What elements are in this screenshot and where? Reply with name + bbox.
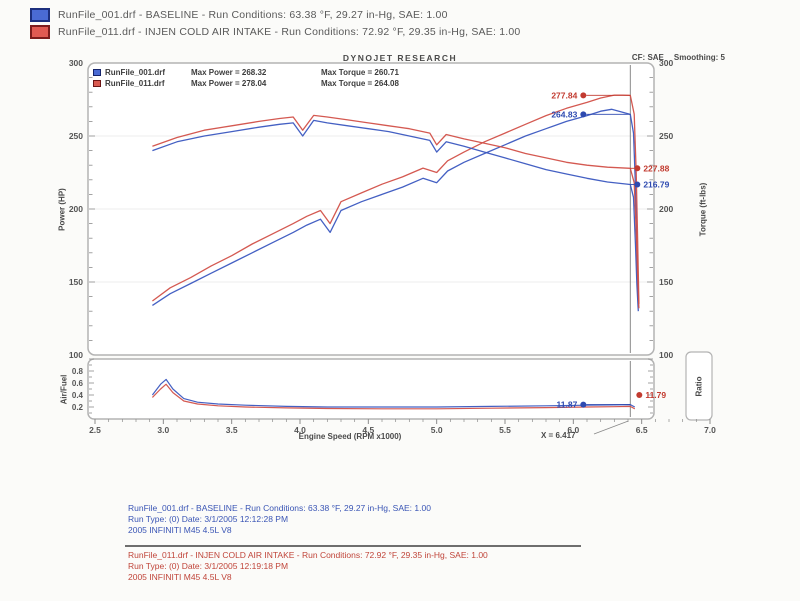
x-tick-label: 2.5 <box>89 425 101 435</box>
power-tick-label: 200 <box>69 204 83 214</box>
curve-baseline-af <box>151 378 636 408</box>
cursor-position-label: X = 6.417 <box>541 431 576 440</box>
ratio-axis-label: Ratio <box>694 376 704 397</box>
af-callout-marker <box>580 401 587 408</box>
injen-max-power: Max Power = 278.04 <box>191 79 267 88</box>
torque-tick-label: 150 <box>659 277 673 287</box>
injen-color-swatch <box>30 24 50 39</box>
af-callout-marker <box>636 392 643 398</box>
injen-legend-swatch <box>93 80 101 87</box>
footer-baseline-line1: RunFile_001.drf - BASELINE - Run Conditi… <box>128 503 431 513</box>
curve-injen-power <box>152 94 640 304</box>
cursor-pointer-line <box>593 420 629 435</box>
power-tick-label: 150 <box>69 277 83 287</box>
footer-injen-line3: 2005 INFINITI M45 4.5L V8 <box>128 572 232 582</box>
callout-marker <box>634 165 641 172</box>
baseline-run-label: RunFile_001.drf - BASELINE - Run Conditi… <box>58 8 448 21</box>
x-tick-label: 7.0 <box>704 425 716 435</box>
x-tick-label: 5.5 <box>499 425 511 435</box>
torque-tick-label: 100 <box>659 350 673 360</box>
airfuel-tick-label: 0.2 <box>72 403 84 412</box>
x-tick-label: 6.5 <box>636 425 648 435</box>
baseline-legend-swatch <box>93 69 101 76</box>
callout-marker <box>580 92 587 99</box>
injen-run-label: RunFile_011.drf - INJEN COLD AIR INTAKE … <box>58 25 521 38</box>
power-tick-label: 250 <box>69 131 83 141</box>
header-run-injen: RunFile_011.drf - INJEN COLD AIR INTAKE … <box>30 23 520 40</box>
footer-divider <box>125 545 581 547</box>
callout-value: 277.84 <box>551 90 577 100</box>
footer-injen-block: RunFile_011.drf - INJEN COLD AIR INTAKE … <box>128 550 688 583</box>
curve-baseline-torque <box>152 119 639 312</box>
baseline-color-swatch <box>30 7 50 22</box>
legend-row-baseline: RunFile_001.drf Max Power = 268.32 Max T… <box>93 67 399 78</box>
chart-title: DYNOJET RESEARCH <box>342 53 458 63</box>
curve-injen-torque <box>152 114 640 309</box>
torque-tick-label: 250 <box>659 131 673 141</box>
curve-baseline-power <box>152 108 639 307</box>
af-callout-value: 11.79 <box>645 390 666 400</box>
header-run-baseline: RunFile_001.drf - BASELINE - Run Conditi… <box>30 6 448 23</box>
callout-value: 227.88 <box>643 163 669 173</box>
curve-injen-af <box>151 383 636 410</box>
airfuel-axis-label: Air/Fuel <box>59 374 69 405</box>
airfuel-tick-label: 0.4 <box>72 391 84 400</box>
legend-row-injen: RunFile_011.drf Max Power = 278.04 Max T… <box>93 78 399 89</box>
plot-legend: RunFile_001.drf Max Power = 268.32 Max T… <box>93 67 399 89</box>
power-tick-label: 100 <box>69 350 83 360</box>
baseline-max-torque: Max Torque = 260.71 <box>321 68 399 77</box>
callout-value: 216.79 <box>643 179 669 189</box>
injen-max-torque: Max Torque = 264.08 <box>321 79 399 88</box>
footer-baseline-block: RunFile_001.drf - BASELINE - Run Conditi… <box>128 503 688 536</box>
baseline-file: RunFile_001.drf <box>105 68 166 77</box>
torque-axis-label: Torque (ft-lbs) <box>698 182 708 237</box>
baseline-max-power: Max Power = 268.32 <box>191 68 267 77</box>
airfuel-plot-frame <box>87 358 655 420</box>
cf-label: CF: SAE <box>631 53 664 62</box>
footer-injen-line1: RunFile_011.drf - INJEN COLD AIR INTAKE … <box>128 550 488 560</box>
airfuel-tick-label: 0.8 <box>72 367 84 376</box>
main-plot-frame <box>87 62 655 356</box>
x-tick-label: 3.0 <box>157 425 169 435</box>
airfuel-tick-label: 0.6 <box>72 379 84 388</box>
footer-baseline-line2: Run Type: (0) Date: 3/1/2005 12:12:28 PM <box>128 514 289 524</box>
torque-tick-label: 200 <box>659 204 673 214</box>
footer-baseline-line3: 2005 INFINITI M45 4.5L V8 <box>128 525 232 535</box>
correction-info: CF: SAE Smoothing: 5 <box>575 53 725 62</box>
power-axis-label: Power (HP) <box>57 188 67 231</box>
callout-value: 264.83 <box>551 109 577 119</box>
power-tick-label: 300 <box>69 58 83 68</box>
injen-file: RunFile_011.drf <box>105 79 165 88</box>
footer-injen-line2: Run Type: (0) Date: 3/1/2005 12:19:18 PM <box>128 561 289 571</box>
af-callout-value: 11.87 <box>557 400 578 410</box>
x-axis-title: Engine Speed (RPM x1000) <box>298 432 402 441</box>
smoothing-label: Smoothing: 5 <box>673 53 725 62</box>
callout-marker <box>634 181 641 188</box>
callout-marker <box>580 111 587 118</box>
